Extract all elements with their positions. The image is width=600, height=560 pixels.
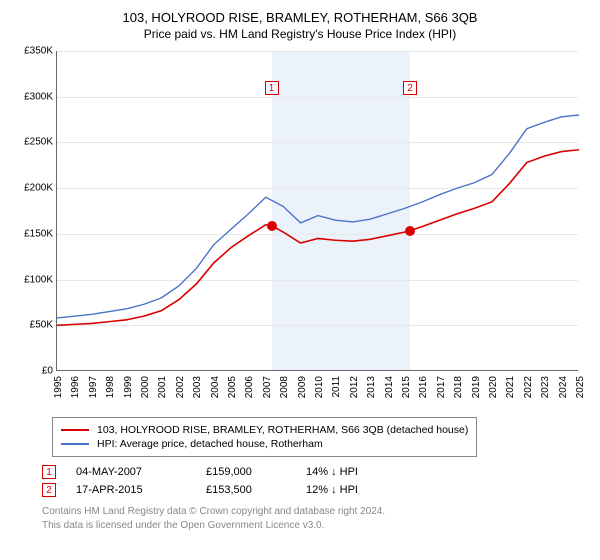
x-axis-label: 2021 bbox=[505, 376, 516, 398]
legend-label: HPI: Average price, detached house, Roth… bbox=[97, 438, 323, 450]
x-axis-label: 2015 bbox=[401, 376, 412, 398]
series-price_paid bbox=[57, 150, 579, 326]
footnote-line: This data is licensed under the Open Gov… bbox=[42, 519, 588, 533]
x-axis-label: 2016 bbox=[418, 376, 429, 398]
x-axis-label: 2013 bbox=[366, 376, 377, 398]
footnote-line: Contains HM Land Registry data © Crown c… bbox=[42, 505, 588, 519]
sale-number: 2 bbox=[42, 483, 56, 497]
chart-subtitle: Price paid vs. HM Land Registry's House … bbox=[12, 27, 588, 41]
plot-area: £0£50K£100K£150K£200K£250K£300K£350K1995… bbox=[56, 51, 578, 371]
x-axis-label: 2010 bbox=[314, 376, 325, 398]
x-axis-label: 2014 bbox=[384, 376, 395, 398]
series-lines bbox=[57, 51, 578, 370]
y-axis-label: £150K bbox=[24, 228, 53, 239]
y-axis-label: £100K bbox=[24, 274, 53, 285]
sale-marker-dot bbox=[405, 226, 415, 236]
footnote: Contains HM Land Registry data © Crown c… bbox=[42, 505, 588, 532]
series-hpi bbox=[57, 115, 579, 318]
x-axis-label: 2012 bbox=[349, 376, 360, 398]
sale-number: 1 bbox=[42, 465, 56, 479]
x-axis-label: 2009 bbox=[297, 376, 308, 398]
x-axis-label: 2000 bbox=[140, 376, 151, 398]
x-axis-label: 2002 bbox=[175, 376, 186, 398]
x-axis-label: 2006 bbox=[244, 376, 255, 398]
sales-table: 1 04-MAY-2007 £159,000 14% ↓ HPI 2 17-APR-201… bbox=[42, 465, 588, 497]
sale-date: 04-MAY-2007 bbox=[76, 466, 186, 478]
sale-row: 2 17-APR-2015 £153,500 12% ↓ HPI bbox=[42, 483, 588, 497]
sale-row: 1 04-MAY-2007 £159,000 14% ↓ HPI bbox=[42, 465, 588, 479]
x-axis-label: 2011 bbox=[331, 376, 342, 398]
sale-marker-box: 1 bbox=[265, 81, 279, 95]
x-axis-label: 1995 bbox=[53, 376, 64, 398]
sale-marker-dot bbox=[267, 221, 277, 231]
sale-diff: 12% ↓ HPI bbox=[306, 484, 396, 496]
y-axis-label: £200K bbox=[24, 183, 53, 194]
sale-date: 17-APR-2015 bbox=[76, 484, 186, 496]
x-axis-label: 2004 bbox=[210, 376, 221, 398]
x-axis-label: 1996 bbox=[70, 376, 81, 398]
legend-swatch bbox=[61, 429, 89, 431]
legend-swatch bbox=[61, 443, 89, 445]
x-axis-label: 2025 bbox=[575, 376, 586, 398]
x-axis-label: 2005 bbox=[227, 376, 238, 398]
x-axis-label: 2018 bbox=[453, 376, 464, 398]
x-axis-label: 1997 bbox=[88, 376, 99, 398]
y-axis-label: £0 bbox=[42, 366, 53, 377]
legend-item: HPI: Average price, detached house, Roth… bbox=[61, 438, 468, 450]
x-axis-label: 2023 bbox=[540, 376, 551, 398]
x-axis-label: 2007 bbox=[262, 376, 273, 398]
x-axis-label: 1999 bbox=[123, 376, 134, 398]
sale-price: £153,500 bbox=[206, 484, 286, 496]
y-axis-label: £50K bbox=[30, 320, 53, 331]
x-axis-label: 2020 bbox=[488, 376, 499, 398]
legend: 103, HOLYROOD RISE, BRAMLEY, ROTHERHAM, … bbox=[52, 417, 477, 457]
x-axis-label: 2003 bbox=[192, 376, 203, 398]
sale-marker-box: 2 bbox=[403, 81, 417, 95]
sale-diff: 14% ↓ HPI bbox=[306, 466, 396, 478]
chart-area: £0£50K£100K£150K£200K£250K£300K£350K1995… bbox=[12, 51, 588, 411]
y-axis-label: £300K bbox=[24, 91, 53, 102]
x-axis-label: 2022 bbox=[523, 376, 534, 398]
legend-label: 103, HOLYROOD RISE, BRAMLEY, ROTHERHAM, … bbox=[97, 424, 468, 436]
sale-price: £159,000 bbox=[206, 466, 286, 478]
x-axis-label: 2001 bbox=[157, 376, 168, 398]
legend-item: 103, HOLYROOD RISE, BRAMLEY, ROTHERHAM, … bbox=[61, 424, 468, 436]
x-axis-label: 2024 bbox=[558, 376, 569, 398]
y-axis-label: £250K bbox=[24, 137, 53, 148]
chart-container: 103, HOLYROOD RISE, BRAMLEY, ROTHERHAM, … bbox=[0, 0, 600, 538]
x-axis-label: 2019 bbox=[471, 376, 482, 398]
chart-title: 103, HOLYROOD RISE, BRAMLEY, ROTHERHAM, … bbox=[12, 10, 588, 25]
x-axis-label: 2008 bbox=[279, 376, 290, 398]
y-axis-label: £350K bbox=[24, 46, 53, 57]
x-axis-label: 2017 bbox=[436, 376, 447, 398]
x-axis-label: 1998 bbox=[105, 376, 116, 398]
